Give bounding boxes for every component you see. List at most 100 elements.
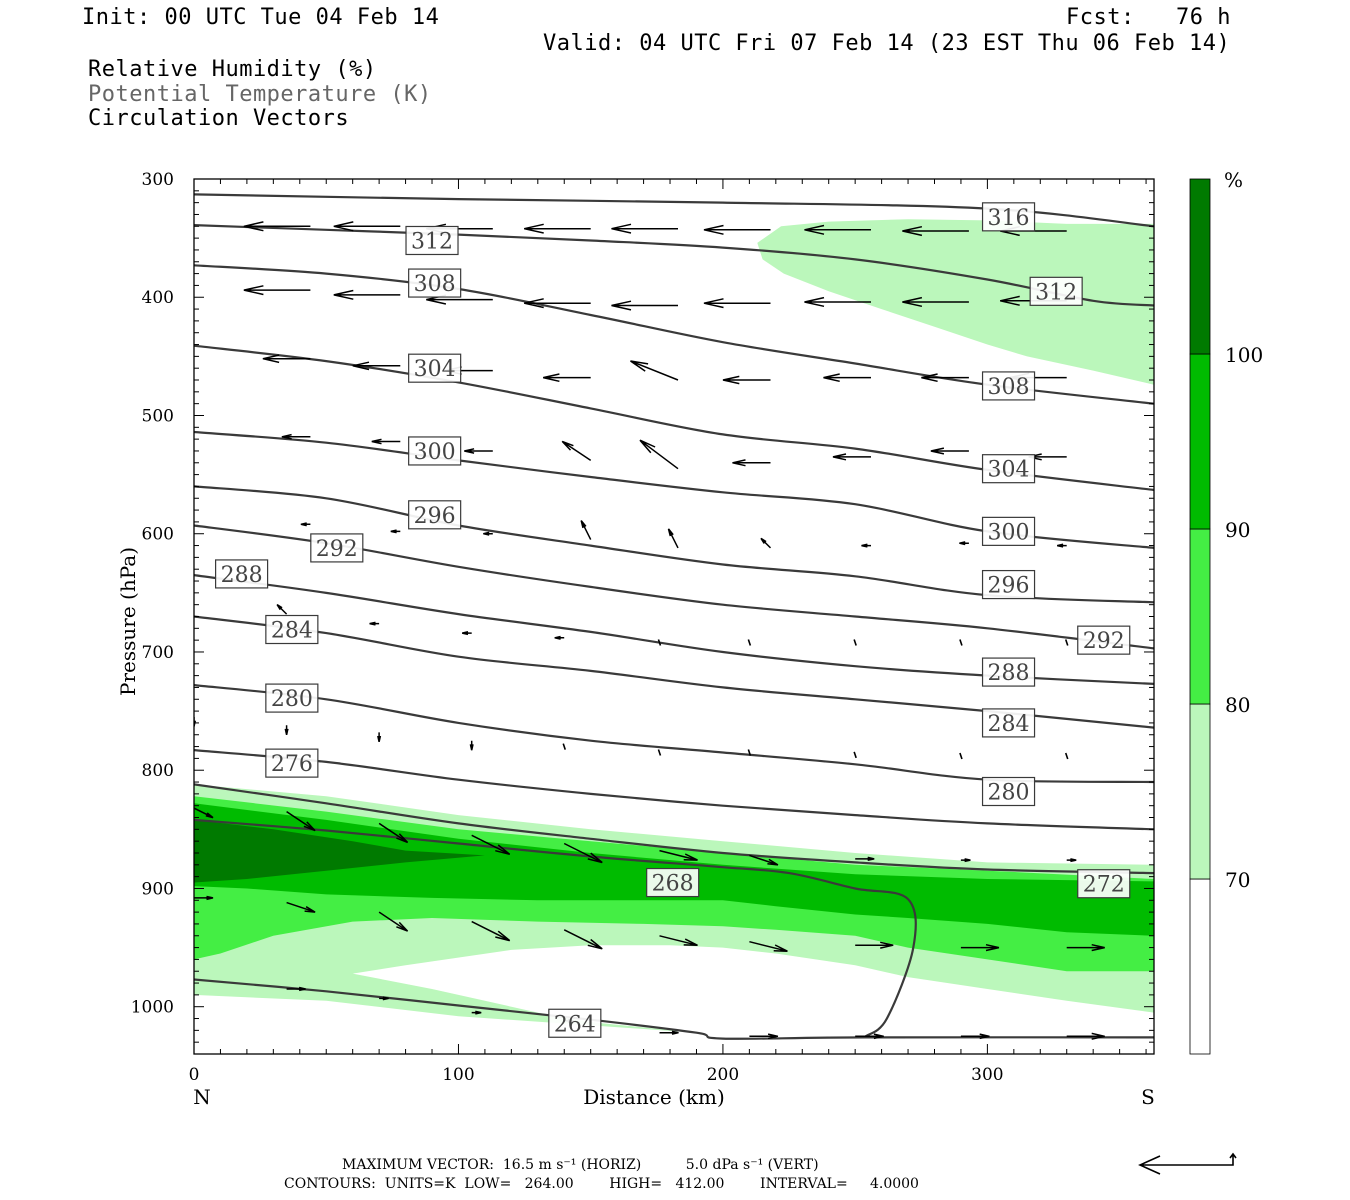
contour-label-312: 312 bbox=[411, 229, 453, 254]
x-tick-label-200: 200 bbox=[707, 1065, 739, 1085]
circulation-vector bbox=[722, 375, 771, 385]
circulation-vector bbox=[1057, 543, 1067, 548]
circulation-vector bbox=[960, 943, 1000, 952]
contour-label-316: 316 bbox=[988, 206, 1030, 231]
circulation-vector bbox=[659, 1030, 679, 1035]
theta-contour-264 bbox=[194, 978, 1154, 1040]
circulation-vector bbox=[703, 298, 771, 309]
circulation-vector bbox=[959, 752, 963, 760]
circulation-vector bbox=[749, 854, 779, 866]
circulation-vector bbox=[832, 453, 871, 461]
contour-label-box bbox=[981, 516, 1036, 546]
x-axis-label: Distance (km) bbox=[583, 1085, 725, 1109]
contour-label-box bbox=[408, 353, 462, 383]
theta-contour-268 bbox=[194, 818, 917, 1038]
theta-contour-284 bbox=[194, 615, 1154, 729]
circulation-vector bbox=[471, 834, 511, 856]
colorbar-segment bbox=[1189, 353, 1211, 530]
circulation-vector bbox=[352, 361, 401, 371]
contour-label-292: 292 bbox=[1083, 629, 1125, 654]
y-tick-label-600: 600 bbox=[142, 525, 174, 545]
contour-label-264: 264 bbox=[554, 1012, 596, 1037]
contour-label-box bbox=[646, 867, 700, 898]
contour-label-box bbox=[265, 748, 319, 778]
circulation-vector bbox=[194, 807, 214, 819]
theta-contour-308 bbox=[194, 264, 1154, 405]
circulation-vector bbox=[659, 935, 698, 947]
contour-label-box bbox=[1029, 276, 1083, 306]
circulation-vector bbox=[611, 223, 678, 234]
circulation-vector bbox=[262, 354, 311, 364]
y-tick-label-500: 500 bbox=[142, 406, 174, 426]
contour-label-268: 268 bbox=[652, 872, 694, 897]
circulation-vector bbox=[377, 732, 382, 743]
colorbar-label-100: 100 bbox=[1225, 343, 1263, 367]
contour-label-box bbox=[265, 614, 319, 645]
contour-label-box bbox=[408, 436, 462, 466]
left-end-label: N bbox=[193, 1085, 211, 1109]
contour-label-box bbox=[981, 371, 1036, 401]
forecast-hour: Fcst: 76 h bbox=[1066, 5, 1231, 30]
y-tick-label-800: 800 bbox=[142, 761, 174, 781]
circulation-vector bbox=[959, 541, 969, 546]
circulation-vector bbox=[853, 751, 857, 759]
circulation-vector bbox=[333, 289, 401, 300]
contour-label-box bbox=[1077, 869, 1131, 899]
y-tick-label-400: 400 bbox=[142, 288, 174, 308]
rh-100-region bbox=[194, 819, 485, 883]
circulation-vector bbox=[747, 749, 752, 756]
circulation-vector bbox=[1064, 639, 1069, 646]
circulation-vector bbox=[243, 221, 311, 232]
contour-label-box bbox=[981, 776, 1036, 807]
circulation-vector bbox=[611, 300, 678, 311]
contour-label-304: 304 bbox=[414, 357, 456, 382]
circulation-vector bbox=[185, 518, 195, 521]
circulation-vector bbox=[483, 531, 493, 536]
circulation-vector bbox=[471, 920, 511, 942]
contour-label-300: 300 bbox=[414, 440, 456, 465]
contour-label-300: 300 bbox=[988, 520, 1030, 545]
contour-label-box bbox=[981, 657, 1036, 687]
circulation-vector bbox=[959, 639, 963, 646]
y-tick-label-700: 700 bbox=[142, 643, 174, 663]
circulation-vector bbox=[276, 603, 288, 615]
plot-content bbox=[137, 193, 1154, 1040]
contour-label-312: 312 bbox=[1035, 280, 1077, 305]
valid-time: Valid: 04 UTC Fri 07 Feb 14 (23 EST Thu … bbox=[543, 31, 1231, 56]
circulation-vector bbox=[281, 433, 311, 440]
circulation-vector bbox=[286, 986, 306, 992]
circulation-vector bbox=[524, 298, 591, 309]
contour-label-box bbox=[981, 569, 1036, 600]
circulation-vector bbox=[861, 543, 871, 548]
circulation-vector bbox=[1066, 858, 1077, 863]
circulation-vector bbox=[630, 360, 679, 381]
circulation-vector bbox=[300, 522, 311, 527]
circulation-vector bbox=[462, 630, 472, 636]
circulation-vector bbox=[732, 459, 771, 467]
reference-vector bbox=[1138, 1152, 1237, 1175]
circulation-vector bbox=[902, 296, 969, 308]
circulation-vector bbox=[657, 639, 662, 646]
circulation-vector bbox=[760, 537, 772, 549]
legend-rh: Relative Humidity (%) bbox=[88, 57, 377, 82]
circulation-vector bbox=[1064, 752, 1069, 760]
circulation-vector bbox=[804, 296, 871, 308]
colorbar-label-80: 80 bbox=[1225, 693, 1250, 717]
circulation-vector bbox=[333, 221, 401, 232]
circulation-vector bbox=[703, 224, 771, 235]
circulation-vector bbox=[543, 373, 591, 383]
circulation-vector bbox=[855, 1033, 884, 1040]
y-tick-label-300: 300 bbox=[142, 170, 174, 190]
contour-label-box bbox=[1077, 625, 1131, 655]
contour-label-box bbox=[408, 268, 462, 298]
circulation-vector bbox=[639, 439, 679, 470]
contour-label-296: 296 bbox=[988, 574, 1030, 599]
circulation-vector bbox=[747, 639, 752, 646]
circulation-vector bbox=[667, 528, 679, 549]
contour-label-288: 288 bbox=[221, 563, 263, 588]
circulation-vector bbox=[804, 224, 871, 235]
circulation-vector bbox=[390, 529, 401, 534]
contour-label-308: 308 bbox=[414, 272, 456, 297]
circulation-vector bbox=[563, 929, 603, 950]
circulation-vector bbox=[137, 354, 194, 363]
